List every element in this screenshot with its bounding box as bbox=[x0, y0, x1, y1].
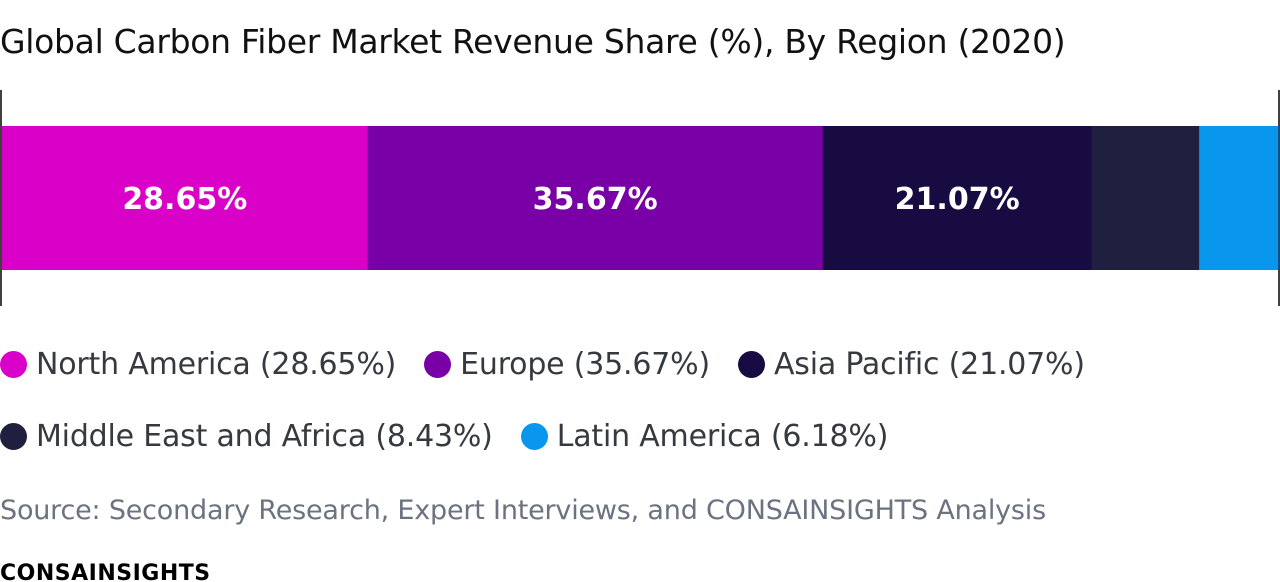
brand-logo-text: CONSAINSIGHTS bbox=[0, 561, 211, 582]
legend-item-middle-east-and-africa[interactable]: Middle East and Africa (8.43%) bbox=[0, 419, 493, 454]
bar-segment-europe[interactable] bbox=[367, 126, 824, 270]
data-label-north-america: 28.65% bbox=[122, 182, 247, 217]
legend-label-europe: Europe (35.67%) bbox=[460, 346, 710, 382]
source-note: Source: Secondary Research, Expert Inter… bbox=[0, 495, 1046, 526]
legend-item-latin-america[interactable]: Latin America (6.18%) bbox=[520, 418, 889, 454]
bar-segment-north-america[interactable] bbox=[2, 126, 369, 270]
bar-segment-latin-america[interactable] bbox=[1199, 126, 1279, 270]
stacked-bar-chart: 28.65% 35.67% 21.07% bbox=[0, 90, 1280, 306]
legend-swatch-middle-east-and-africa bbox=[0, 422, 27, 450]
legend-label-asia-pacific: Asia Pacific (21.07%) bbox=[773, 346, 1085, 382]
chart-legend: North America (28.65%) Europe (35.67%) A… bbox=[0, 340, 1280, 484]
legend-item-north-america[interactable]: North America (28.65%) bbox=[0, 347, 396, 382]
legend-item-asia-pacific[interactable]: Asia Pacific (21.07%) bbox=[737, 346, 1085, 382]
legend-item-europe[interactable]: Europe (35.67%) bbox=[424, 347, 710, 382]
legend-label-latin-america: Latin America (6.18%) bbox=[556, 418, 889, 454]
legend-label-middle-east-and-africa: Middle East and Africa (8.43%) bbox=[36, 418, 493, 454]
data-label-europe: 35.67% bbox=[533, 182, 658, 217]
legend-label-north-america: North America (28.65%) bbox=[36, 346, 397, 382]
bar-segment-middle-east-and-africa[interactable] bbox=[1091, 126, 1200, 270]
legend-swatch-latin-america bbox=[520, 422, 548, 450]
legend-row-2: Middle East and Africa (8.43%) Latin Ame… bbox=[0, 412, 1280, 460]
legend-row-1: North America (28.65%) Europe (35.67%) A… bbox=[0, 340, 1280, 388]
legend-swatch-north-america bbox=[0, 350, 27, 378]
bar-segment-asia-pacific[interactable] bbox=[822, 126, 1093, 270]
legend-swatch-asia-pacific bbox=[737, 350, 765, 378]
chart-title: Global Carbon Fiber Market Revenue Share… bbox=[0, 22, 1066, 61]
legend-swatch-europe bbox=[424, 350, 452, 378]
data-label-asia-pacific: 21.07% bbox=[895, 182, 1020, 217]
